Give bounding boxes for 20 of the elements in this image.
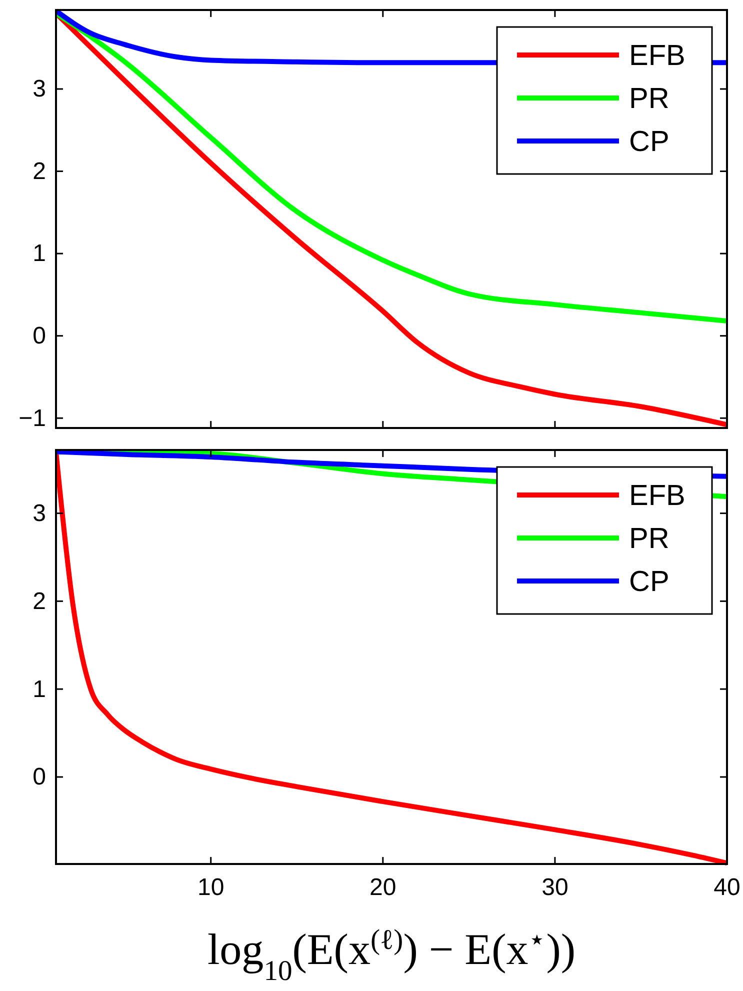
y-tick-label: 0 bbox=[32, 322, 46, 350]
legend-label: EFB bbox=[629, 40, 686, 72]
y-tick-label: 0 bbox=[32, 764, 46, 791]
y-tick-label: 3 bbox=[32, 500, 46, 527]
y-tick-label: 3 bbox=[32, 76, 46, 103]
x-axis-title: log$_{10}$(E(x$^{(ℓ)}$) − E(x$^{⋆}$)) bbox=[207, 924, 576, 986]
y-tick-label: 1 bbox=[32, 676, 46, 703]
legend-label: CP bbox=[629, 566, 670, 598]
y-tick-label: 1 bbox=[32, 240, 46, 268]
y-tick-label: −1 bbox=[18, 404, 46, 432]
legend-label: PR bbox=[629, 523, 670, 555]
x-tick-label: 30 bbox=[542, 874, 568, 902]
y-tick-label: 2 bbox=[32, 158, 46, 185]
legend-label: PR bbox=[629, 83, 670, 115]
legend-label: CP bbox=[629, 126, 670, 158]
y-tick-label: 2 bbox=[32, 588, 46, 615]
legend-label: EFB bbox=[629, 480, 686, 512]
x-tick-label: 10 bbox=[197, 874, 224, 902]
x-tick-label: 40 bbox=[714, 874, 740, 902]
x-tick-label: 20 bbox=[370, 874, 396, 902]
